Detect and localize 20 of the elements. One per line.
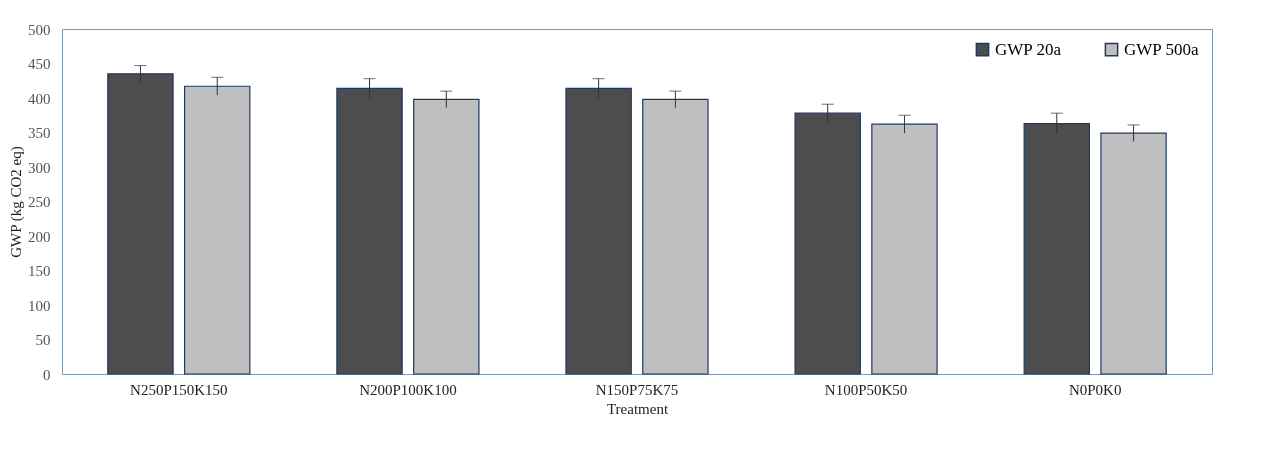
y-tick-label: 350 bbox=[28, 125, 51, 141]
y-tick-label: 0 bbox=[43, 366, 51, 383]
y-tick-label: 450 bbox=[28, 56, 51, 72]
y-tick-label: 500 bbox=[28, 21, 51, 38]
y-axis-title: GWP (kg CO2 eq) bbox=[8, 146, 25, 258]
y-tick-label: 250 bbox=[28, 194, 51, 210]
x-tick-label: N150P75K75 bbox=[595, 381, 679, 398]
y-tick-label: 400 bbox=[28, 90, 51, 107]
x-tick-label: N100P50K50 bbox=[824, 381, 908, 398]
x-axis-title: Treatment bbox=[606, 400, 669, 417]
y-tick-label: 300 bbox=[28, 159, 51, 176]
y-tick-label: 50 bbox=[35, 332, 51, 348]
x-tick-label: N0P0K0 bbox=[1068, 381, 1122, 398]
x-tick-label: N200P100K100 bbox=[359, 381, 457, 398]
y-tick-label: 100 bbox=[28, 297, 51, 314]
x-tick-label: N250P150K150 bbox=[130, 381, 228, 398]
y-tick-label: 150 bbox=[28, 263, 51, 279]
legend-label: GWP 500a bbox=[1124, 39, 1199, 59]
legend-label: GWP 20a bbox=[995, 39, 1062, 59]
y-tick-label: 200 bbox=[28, 228, 51, 245]
